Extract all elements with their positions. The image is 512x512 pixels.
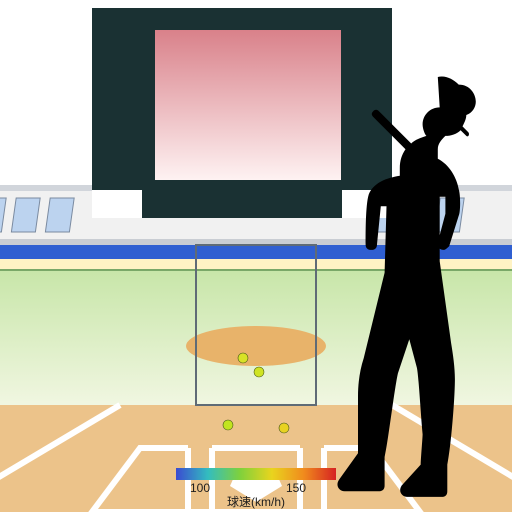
pitch-marker <box>254 367 264 377</box>
speed-legend-tick: 150 <box>286 481 306 495</box>
speed-legend-bar <box>176 468 336 480</box>
pitch-marker <box>223 420 233 430</box>
speed-legend-tick: 100 <box>190 481 210 495</box>
scoreboard-screen <box>155 30 341 180</box>
pitch-marker <box>238 353 248 363</box>
scoreboard-notch <box>92 190 142 218</box>
stands-window <box>45 198 74 232</box>
speed-legend-label: 球速(km/h) <box>227 495 285 509</box>
pitch-location-chart: 100 150球速(km/h) <box>0 0 512 512</box>
stands-window <box>11 198 40 232</box>
pitch-marker <box>279 423 289 433</box>
pitchers-mound <box>186 326 326 366</box>
